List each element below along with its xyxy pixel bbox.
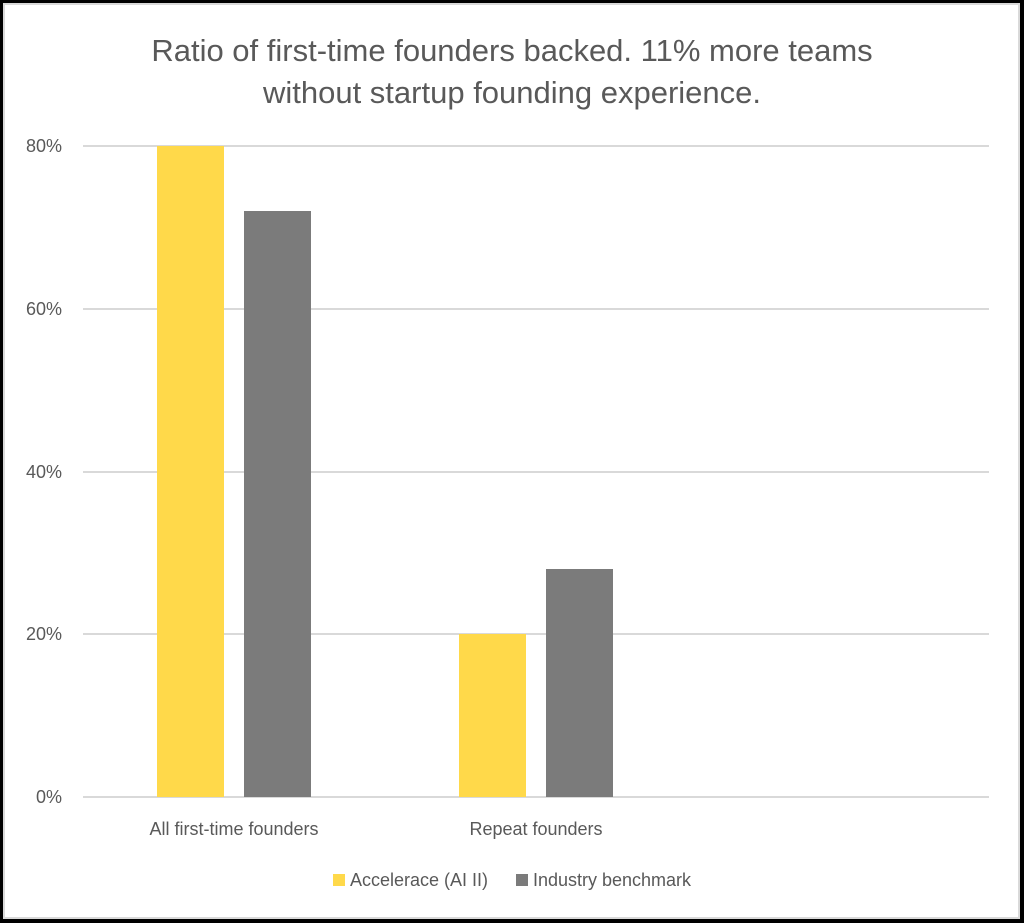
gridline	[83, 633, 989, 636]
legend: Accelerace (AI II) Industry benchmark	[0, 869, 1024, 891]
legend-swatch-accelerace	[332, 874, 345, 886]
y-tick-label: 80%	[25, 136, 62, 156]
legend-item-accelerace: Accelerace (AI II)	[332, 869, 488, 891]
gridline	[83, 470, 989, 473]
x-category-label: Repeat founders	[469, 819, 603, 839]
gridline	[83, 145, 989, 147]
x-category-label: All first-time founders	[149, 819, 319, 839]
bar-accelerace	[157, 146, 224, 797]
chart-title: Ratio of first-time founders backed. 11%…	[0, 30, 1024, 114]
y-tick-label: 40%	[25, 461, 62, 482]
y-tick-label: 60%	[25, 298, 62, 319]
chart-title-line-2: without startup founding experience.	[262, 75, 762, 110]
bar-benchmark	[244, 211, 311, 797]
bar-accelerace	[459, 634, 526, 797]
legend-label-accelerace: Accelerace (AI II)	[349, 870, 488, 890]
legend-label-benchmark: Industry benchmark	[532, 870, 692, 890]
gridline	[83, 796, 989, 798]
legend-item-benchmark: Industry benchmark	[515, 869, 692, 891]
legend-swatch-benchmark	[515, 874, 528, 886]
chart-title-line-1: Ratio of first-time founders backed. 11%…	[151, 33, 873, 68]
y-tick-label: 20%	[25, 624, 62, 645]
bar-benchmark	[546, 569, 613, 797]
gridline	[83, 307, 989, 310]
y-tick-label: 0%	[35, 787, 62, 807]
